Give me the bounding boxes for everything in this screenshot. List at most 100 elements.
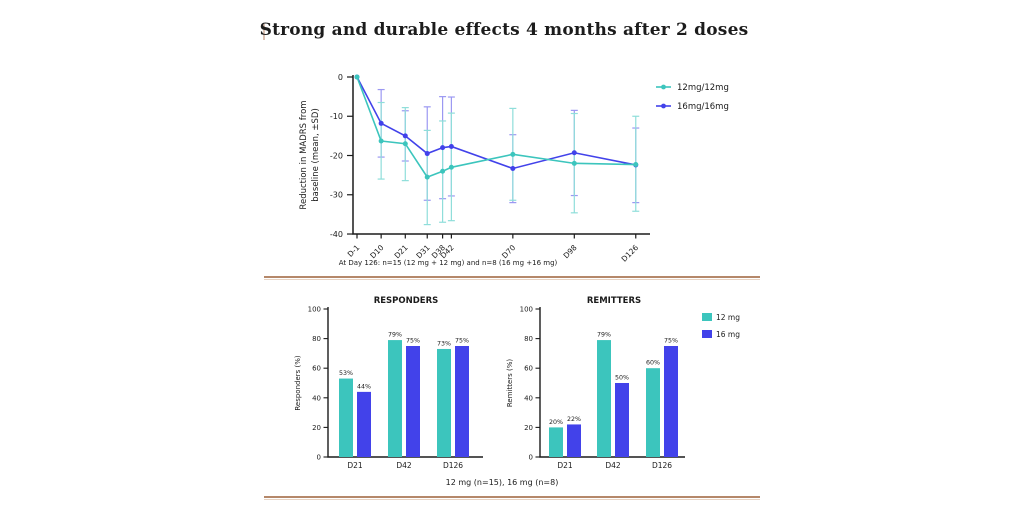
data-point	[510, 151, 516, 157]
y-tick-label: 60	[312, 365, 321, 373]
legend-marker	[661, 103, 666, 109]
legend-label: 12mg/12mg	[677, 83, 729, 93]
text-cursor	[263, 24, 265, 40]
y-tick-label: 40	[312, 394, 321, 402]
bar-chart-caption: 12 mg (n=15), 16 mg (n=8)	[445, 478, 559, 487]
data-point	[571, 150, 577, 156]
bar-value-label: 22%	[567, 416, 581, 423]
x-tick-label: D21	[347, 461, 363, 470]
bar-D42-16 mg	[406, 346, 420, 457]
y-tick-label: 100	[308, 306, 321, 314]
bar-value-label: 20%	[549, 419, 563, 426]
bar-value-label: 75%	[664, 338, 678, 345]
bar-value-label: 79%	[388, 332, 402, 339]
line-chart-axes	[352, 75, 650, 235]
y-tick-label: 80	[524, 335, 533, 343]
y-tick-label: 60	[524, 365, 533, 373]
y-tick-label: 100	[520, 306, 533, 314]
bar-D21-16 mg	[567, 424, 581, 457]
data-point	[402, 141, 408, 147]
y-tick-label: -40	[330, 230, 343, 239]
bar-value-label: 53%	[339, 370, 353, 377]
x-tick-label: D-1	[346, 243, 362, 259]
divider-top	[264, 276, 760, 280]
y-axis-label: baseline (mean, ±SD)	[311, 108, 321, 202]
series-16mg/16mg	[354, 74, 639, 171]
x-tick-label: D70	[500, 243, 517, 260]
bar-D126-16 mg	[455, 346, 469, 457]
data-point	[448, 164, 454, 170]
chart-title: REMITTERS	[587, 296, 641, 306]
x-tick-label: D126	[620, 243, 641, 264]
series-12mg/12mg	[354, 74, 639, 180]
x-tick-label: D10	[368, 243, 385, 260]
bar-D21-12 mg	[549, 427, 563, 457]
y-tick-label: -20	[330, 151, 343, 160]
x-tick-label: D98	[562, 243, 579, 260]
bar-D42-12 mg	[597, 340, 611, 457]
remitters-bar-chart: REMITTERS Remitters (%) 0 20 40 60 80 100 20% 79%…	[506, 296, 685, 470]
data-point	[510, 165, 516, 171]
data-point	[440, 168, 446, 174]
chart-title: RESPONDERS	[374, 296, 439, 306]
legend-swatch	[702, 313, 712, 321]
data-point	[424, 151, 430, 157]
x-tick-label: D21	[557, 461, 573, 470]
bar-D42-16 mg	[615, 383, 629, 457]
legend-label: 12 mg	[716, 313, 740, 322]
data-point	[571, 160, 577, 166]
line-chart-caption: At Day 126: n=15 (12 mg + 12 mg) and n=8…	[338, 259, 558, 267]
divider-bottom	[264, 496, 760, 500]
y-tick-label: 0	[338, 73, 343, 82]
legend-label: 16mg/16mg	[677, 102, 729, 112]
x-tick-label: D21	[393, 243, 410, 260]
series-line	[356, 76, 636, 170]
y-axis-label: Remitters (%)	[506, 359, 514, 408]
y-tick-label: -10	[330, 112, 343, 121]
bar-D21-12 mg	[339, 378, 353, 457]
bar-D21-16 mg	[357, 391, 371, 457]
bar-chart-legend: 12 mg 16 mg	[702, 313, 740, 339]
responders-bar-chart: RESPONDERS Responders (%) 0 20 40 60 80 100 53% 7…	[294, 296, 483, 470]
x-tick-label: D31	[414, 243, 431, 260]
x-tick-label: D42	[605, 461, 621, 470]
data-point	[402, 133, 408, 139]
data-point	[633, 162, 639, 168]
x-tick-label: D126	[443, 461, 463, 470]
y-tick-label: 0	[317, 454, 321, 462]
y-axis-label: Reduction in MADRS from	[299, 100, 309, 209]
y-tick-label: -30	[330, 191, 343, 200]
bar-D126-12 mg	[646, 368, 660, 457]
bar-value-label: 50%	[615, 375, 629, 382]
data-point	[424, 174, 430, 180]
x-tick-label: D42	[396, 461, 412, 470]
bar-D42-12 mg	[388, 340, 402, 457]
bar-value-label: 75%	[406, 338, 420, 345]
bar-D126-16 mg	[664, 346, 678, 457]
data-point	[354, 74, 360, 80]
legend-swatch	[702, 330, 712, 338]
data-point	[378, 120, 384, 126]
legend-marker	[661, 84, 666, 90]
y-axis-label: Responders (%)	[294, 355, 302, 411]
y-tick-label: 80	[312, 335, 321, 343]
y-tick-label: 0	[529, 454, 533, 462]
data-point	[378, 138, 384, 144]
bar-value-label: 60%	[646, 360, 660, 367]
legend-label: 16 mg	[716, 330, 740, 339]
bar-value-label: 44%	[357, 383, 371, 390]
bar-value-label: 75%	[455, 338, 469, 345]
y-tick-label: 20	[524, 424, 533, 432]
line-chart-legend: 12mg/12mg 16mg/16mg	[656, 83, 729, 112]
x-tick-label: D126	[652, 461, 672, 470]
y-tick-label: 40	[524, 394, 533, 402]
data-point	[448, 143, 454, 149]
bar-value-label: 79%	[597, 332, 611, 339]
y-tick-label: 20	[312, 424, 321, 432]
bar-value-label: 73%	[437, 340, 451, 347]
data-point	[440, 145, 446, 151]
bar-D126-12 mg	[437, 348, 451, 457]
